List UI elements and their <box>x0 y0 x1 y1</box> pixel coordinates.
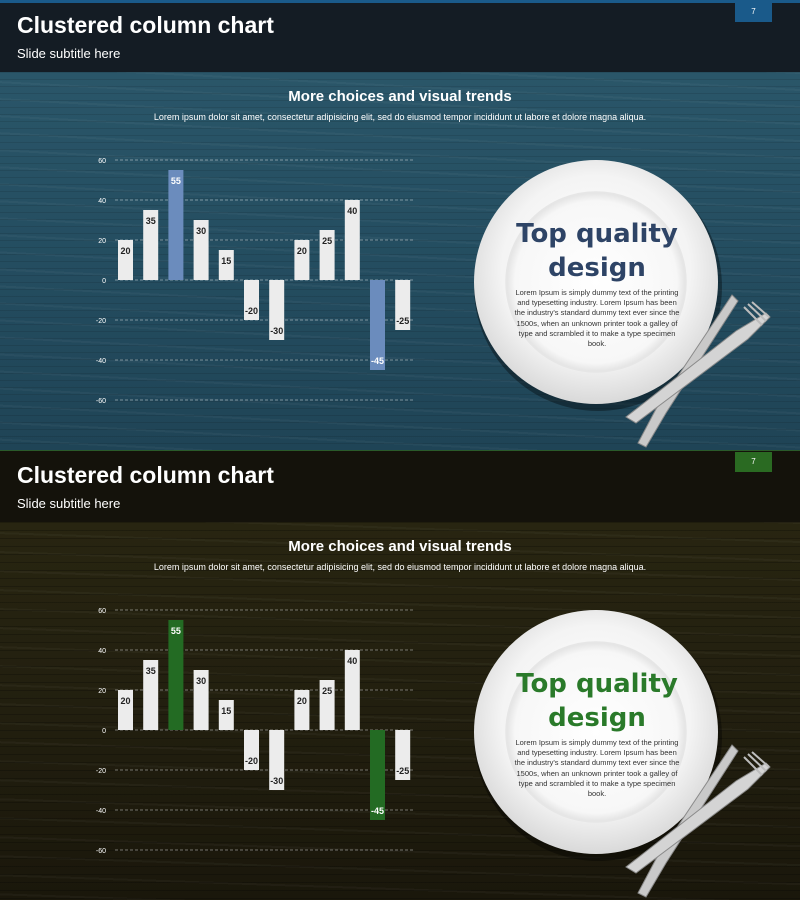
fork-tine <box>743 306 763 326</box>
plate-body-text: Lorem Ipsum is simply dummy text of the … <box>514 288 680 349</box>
bar <box>244 730 259 770</box>
bar-data-label: -45 <box>371 356 384 366</box>
fork-icon <box>625 762 771 874</box>
bar <box>118 240 133 280</box>
slide-subtitle: Slide subtitle here <box>17 46 121 61</box>
bar <box>218 700 234 730</box>
bar-data-label: -45 <box>371 806 384 816</box>
slide-green: Clustered column chart Slide subtitle he… <box>0 450 800 900</box>
y-tick-label: 40 <box>98 198 106 205</box>
bar <box>370 280 385 370</box>
plate-illustration <box>474 160 771 448</box>
slide-subtitle: Slide subtitle here <box>17 496 121 511</box>
bar <box>193 670 209 730</box>
section-description: Lorem ipsum dolor sit amet, consectetur … <box>153 112 647 122</box>
bar <box>218 250 234 280</box>
y-tick-label: 60 <box>98 608 106 615</box>
slide-blue: Clustered column chart Slide subtitle he… <box>0 0 800 450</box>
y-tick-label: 20 <box>98 688 106 695</box>
bar-data-label: 30 <box>196 226 206 236</box>
bar <box>344 200 360 280</box>
bar-data-label: 55 <box>171 626 181 636</box>
column-chart: 60 40 20 0 -20 -40 -60 20 35 55 30 15 -20 -30 20 25 40 -4… <box>96 158 415 405</box>
bar-data-label: -25 <box>396 316 409 326</box>
bar-data-label: 40 <box>347 656 357 666</box>
y-tick-label: 0 <box>102 728 106 735</box>
plate-title: Top quality design <box>516 669 678 733</box>
fork-tine <box>747 303 767 322</box>
fork-tine <box>751 751 770 768</box>
bar <box>294 690 310 730</box>
bar <box>168 170 184 280</box>
y-tick-label: -60 <box>96 398 106 405</box>
slide-title: Clustered column chart <box>17 462 274 488</box>
fork-tine <box>751 301 770 318</box>
y-tick-label: -40 <box>96 808 106 815</box>
y-tick-label: -20 <box>96 318 106 325</box>
plate-body-text: Lorem Ipsum is simply dummy text of the … <box>514 738 680 799</box>
fork-tine <box>747 753 767 772</box>
plate-center <box>505 191 687 373</box>
bar <box>193 220 209 280</box>
bar <box>168 620 184 730</box>
page-number-badge: 7 <box>735 452 772 472</box>
bar <box>370 730 385 820</box>
bar <box>344 650 360 730</box>
bar-data-label: 15 <box>221 706 231 716</box>
bar <box>118 690 133 730</box>
section-heading: More choices and visual trends <box>288 88 512 105</box>
bar <box>395 280 411 330</box>
section-heading: More choices and visual trends <box>288 538 512 555</box>
fork-tine <box>743 756 763 776</box>
bar-data-label: 20 <box>120 696 130 706</box>
bar-data-label: 35 <box>146 216 156 226</box>
bar-data-label: -30 <box>270 326 283 336</box>
bar <box>244 280 259 320</box>
column-chart: 60 40 20 0 -20 -40 -60 20 35 55 30 15 -20 -30 20 25 40 -4… <box>96 608 415 855</box>
bar-data-label: 20 <box>297 246 307 256</box>
bar <box>395 730 411 780</box>
bar-data-label: 20 <box>120 246 130 256</box>
bar-data-label: 25 <box>322 236 332 246</box>
bar-data-label: 15 <box>221 256 231 266</box>
bar <box>319 230 335 280</box>
bar-data-label: 40 <box>347 206 357 216</box>
y-tick-label: -40 <box>96 358 106 365</box>
bar-data-label: 35 <box>146 666 156 676</box>
y-tick-label: 0 <box>102 278 106 285</box>
plate-title: Top quality design <box>516 219 678 283</box>
slide-title: Clustered column chart <box>17 12 274 38</box>
bar-data-label: 55 <box>171 176 181 186</box>
section-description: Lorem ipsum dolor sit amet, consectetur … <box>153 562 647 572</box>
y-tick-label: 20 <box>98 238 106 245</box>
fork-icon <box>625 312 771 424</box>
plate-center <box>505 641 687 823</box>
bar-data-label: -20 <box>245 756 258 766</box>
y-tick-label: -60 <box>96 848 106 855</box>
slide-header <box>0 450 800 522</box>
plate-illustration <box>474 610 771 898</box>
bar-data-label: 30 <box>196 676 206 686</box>
bar <box>143 660 159 730</box>
bar <box>319 680 335 730</box>
y-tick-label: -20 <box>96 768 106 775</box>
y-tick-label: 60 <box>98 158 106 165</box>
page-number-badge: 7 <box>735 2 772 22</box>
bar <box>294 240 310 280</box>
bar-data-label: -30 <box>270 776 283 786</box>
bar <box>269 280 285 340</box>
bar <box>269 730 285 790</box>
bar <box>143 210 159 280</box>
bar-data-label: 25 <box>322 686 332 696</box>
bar-data-label: -20 <box>245 306 258 316</box>
bar-data-label: -25 <box>396 766 409 776</box>
bar-data-label: 20 <box>297 696 307 706</box>
slide-header <box>0 0 800 72</box>
y-tick-label: 40 <box>98 648 106 655</box>
